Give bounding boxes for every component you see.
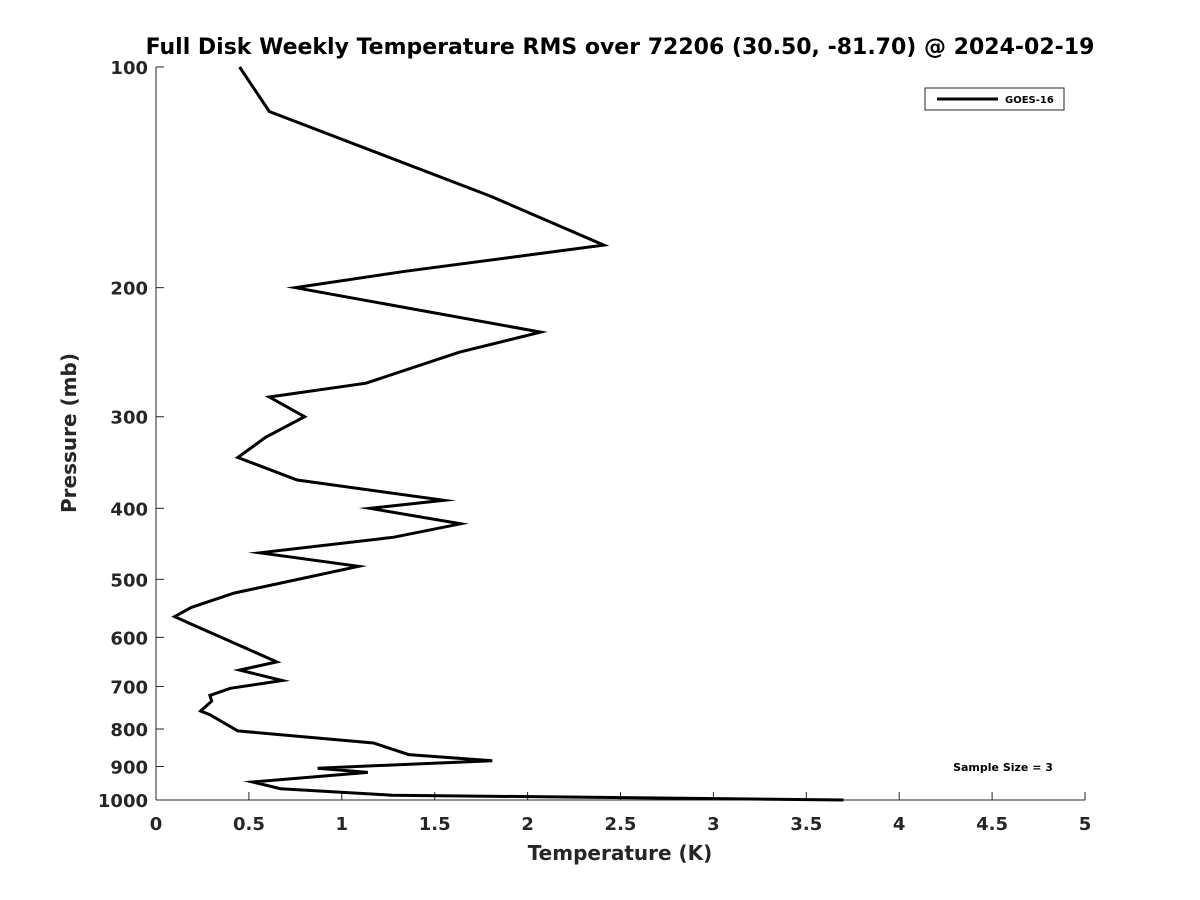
data-point — [209, 714, 210, 715]
y-tick-label: 200 — [110, 279, 148, 300]
y-tick-label: 900 — [110, 757, 148, 778]
data-point — [276, 661, 277, 662]
data-point — [373, 742, 374, 743]
y-tick-label: 800 — [110, 720, 148, 741]
data-point — [282, 680, 283, 681]
sample-size-annotation: Sample Size = 3 — [953, 761, 1053, 774]
y-tick-label: 500 — [110, 570, 148, 591]
data-point — [365, 383, 366, 384]
y-tick-label: 100 — [110, 58, 148, 79]
data-point — [458, 352, 459, 353]
x-axis-label: Temperature (K) — [528, 841, 713, 865]
y-tick-label: 1000 — [98, 791, 148, 812]
legend: GOES-16 — [924, 87, 1065, 111]
data-point — [490, 196, 491, 197]
x-tick-label: 3.5 — [790, 814, 822, 835]
data-point — [367, 772, 368, 773]
data-point — [200, 710, 201, 711]
x-tick-label: 1.5 — [419, 814, 451, 835]
data-point — [492, 760, 493, 761]
x-tick-label: 1 — [336, 814, 349, 835]
data-point — [843, 800, 844, 801]
data-point — [443, 500, 444, 501]
data-point — [393, 537, 394, 538]
data-point — [191, 607, 192, 608]
data-point — [265, 437, 266, 438]
data-point — [460, 523, 461, 524]
data-point — [174, 616, 175, 617]
y-axis-ticks: 100 200 300 400 500 600 700 800 900 1000 — [98, 58, 164, 812]
x-tick-label: 2 — [521, 814, 534, 835]
data-point — [540, 332, 541, 333]
legend-label-goes-16: GOES-16 — [1005, 95, 1054, 106]
x-tick-label: 3 — [707, 814, 720, 835]
y-tick-label: 600 — [110, 628, 148, 649]
data-point — [209, 695, 210, 696]
x-tick-label: 4 — [893, 814, 906, 835]
data-point — [237, 457, 238, 458]
data-point — [239, 67, 240, 68]
y-tick-label: 400 — [110, 499, 148, 520]
data-point — [358, 566, 359, 567]
data-point — [304, 416, 305, 417]
data-point — [196, 626, 197, 627]
data-point — [230, 688, 231, 689]
y-tick-label: 300 — [110, 408, 148, 429]
series-line-goes-16 — [171, 66, 844, 802]
data-point — [260, 552, 261, 553]
data-point — [269, 111, 270, 112]
x-tick-label: 2.5 — [605, 814, 637, 835]
y-tick-label: 700 — [110, 677, 148, 698]
chart-title: Full Disk Weekly Temperature RMS over 72… — [146, 35, 1095, 60]
data-point — [237, 730, 238, 731]
data-point — [239, 670, 240, 671]
plot-area: 0 0.5 1 1.5 2 2.5 3 3.5 4 4.5 5 100 200 300 400 500 600… — [98, 58, 1091, 835]
x-tick-label: 5 — [1079, 814, 1092, 835]
x-tick-label: 4.5 — [976, 814, 1008, 835]
data-point — [234, 593, 235, 594]
data-point — [295, 287, 296, 288]
x-tick-label: 0 — [150, 814, 163, 835]
data-point — [369, 508, 370, 509]
data-point — [404, 271, 405, 272]
data-point — [269, 397, 270, 398]
x-tick-label: 0.5 — [233, 814, 265, 835]
data-point — [317, 768, 318, 769]
data-point — [297, 480, 298, 481]
x-axis-ticks: 0 0.5 1 1.5 2 2.5 3 3.5 4 4.5 5 — [150, 792, 1092, 835]
series-layer — [171, 66, 844, 802]
data-point — [211, 701, 212, 702]
data-point — [603, 245, 604, 246]
data-point — [408, 754, 409, 755]
y-axis-label: Pressure (mb) — [57, 353, 81, 513]
data-point — [280, 788, 281, 789]
data-point — [252, 781, 253, 782]
data-point — [391, 795, 392, 796]
